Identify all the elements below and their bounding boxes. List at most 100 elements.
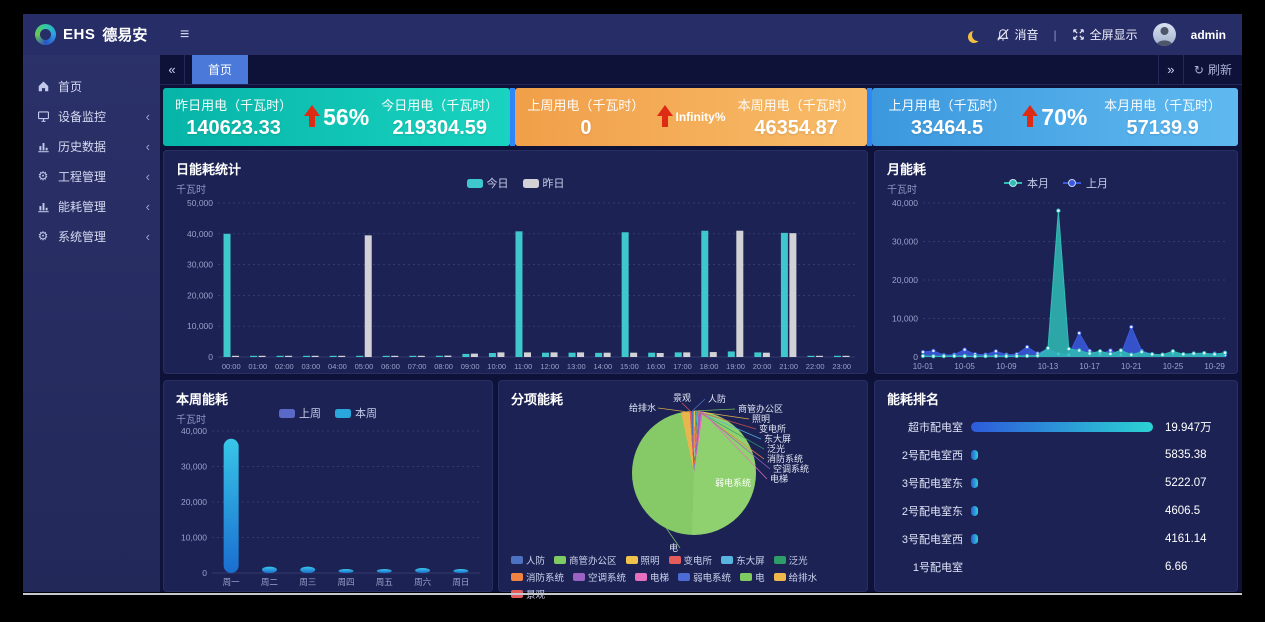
topbar-actions: 消音 | 全屏显示 adm: [969, 23, 1243, 46]
tabs-scroll-right-icon[interactable]: »: [1157, 55, 1183, 84]
fullscreen-button[interactable]: 全屏显示: [1072, 26, 1138, 43]
legend-label: 上周: [299, 408, 321, 420]
ranking-bar: [971, 422, 1153, 432]
sidebar-item-label: 首页: [58, 79, 83, 94]
monthly-area-chart: 0 10,000 20,000 30,000 40,000 10-01 10-05 10-09…: [892, 198, 1228, 371]
ranking-row: 2号配电室西 5835.38: [887, 441, 1227, 469]
kpi-label: 本周用电（千瓦时）: [737, 97, 855, 113]
svg-text:15:00: 15:00: [620, 362, 639, 371]
legend-swatch: [279, 408, 295, 418]
kpi-card-day: 昨日用电（千瓦时） 140623.33 56% 今日用电（千瓦时） 219304…: [163, 88, 511, 146]
svg-text:00:00: 00:00: [222, 362, 241, 371]
pie-label: 泛光: [767, 443, 785, 454]
svg-text:40,000: 40,000: [181, 426, 207, 436]
avatar[interactable]: [1152, 23, 1176, 46]
panel-daily-energy: 日能耗统计 千瓦时 今日 昨日 0 10,000 20,000 30,000 40,000…: [163, 150, 868, 374]
card-divider: [510, 88, 516, 146]
svg-text:0: 0: [208, 352, 213, 362]
sidebar-item-4[interactable]: 能耗管理 ‹: [23, 191, 160, 221]
legend-item[interactable]: 消防系统: [511, 570, 564, 584]
sidebar-item-0[interactable]: 首页: [23, 71, 160, 101]
legend-item[interactable]: 昨日: [522, 175, 565, 191]
legend-item[interactable]: 变电所: [668, 553, 713, 567]
legend-item[interactable]: 泛光: [773, 553, 808, 567]
sidebar-item-5[interactable]: ⚙ 系统管理 ‹: [23, 221, 160, 251]
trend-up-arrow-icon: [1022, 105, 1039, 129]
legend-label: 电梯: [650, 573, 670, 584]
sidebar-item-1[interactable]: 设备监控 ‹: [23, 101, 160, 131]
svg-text:0: 0: [913, 352, 918, 362]
svg-text:10,000: 10,000: [892, 314, 918, 324]
kpi-label: 今日用电（千瓦时）: [381, 97, 499, 113]
mute-button[interactable]: 消音: [996, 26, 1039, 43]
ranking-row: 1号配电室 6.66: [887, 553, 1227, 581]
legend-item[interactable]: 给排水: [773, 570, 817, 584]
pie-label: 变电所: [759, 423, 786, 434]
panel-title: 月能耗: [887, 162, 927, 177]
legend-item[interactable]: 人防: [511, 553, 545, 567]
legend-label: 消防系统: [526, 573, 565, 584]
legend-label: 弱电系统: [693, 573, 732, 584]
legend-label: 变电所: [683, 556, 713, 567]
legend-label: 人防: [526, 556, 546, 567]
ranking-row: 2号配电室东 4606.5: [887, 497, 1227, 525]
moon-icon[interactable]: [972, 29, 984, 41]
legend-item[interactable]: 电: [740, 570, 765, 584]
user-silhouette-icon: [1156, 27, 1173, 46]
axis-unit-label: 千瓦时: [176, 185, 206, 196]
sidebar-item-2[interactable]: 历史数据 ‹: [23, 131, 160, 161]
legend-item[interactable]: 照明: [625, 553, 660, 567]
ranking-label: 超市配电室: [908, 422, 963, 434]
refresh-button[interactable]: ↻ 刷新: [1182, 55, 1242, 84]
kpi-value: 46354.87: [754, 116, 838, 139]
legend-label: 空调系统: [588, 573, 627, 584]
legend-label: 照明: [640, 556, 660, 567]
tabs-scroll-left-icon[interactable]: «: [160, 55, 185, 84]
legend-item[interactable]: 电梯: [635, 570, 669, 584]
legend-item[interactable]: 空调系统: [573, 570, 626, 584]
sidebar-item-3[interactable]: ⚙ 工程管理 ‹: [23, 161, 160, 191]
chevron-left-icon: ‹: [145, 228, 150, 244]
ranking-label: 1号配电室: [912, 562, 963, 574]
bar-chart-icon: [36, 140, 50, 153]
legend-label: 东大屏: [736, 556, 765, 567]
menu-toggle-icon[interactable]: ≡: [180, 25, 190, 43]
tab-strip: « 首页 » ↻ 刷新: [160, 55, 1242, 85]
ranking-list: 超市配电室 19.947万 2号配电室西 5835.38 3号配电室东 5222.07 2号…: [887, 413, 1227, 581]
legend-swatch: [668, 556, 681, 564]
bell-slash-icon: [996, 28, 1009, 41]
svg-text:10:00: 10:00: [487, 362, 506, 371]
pie-label: 东大屏: [764, 433, 791, 444]
panel-title: 能耗排名: [887, 392, 940, 407]
svg-text:11:00: 11:00: [514, 362, 532, 371]
legend-item[interactable]: 景观: [511, 587, 545, 601]
legend-item[interactable]: 弱电系统: [678, 570, 731, 584]
username[interactable]: admin: [1190, 27, 1226, 42]
panel-title: 日能耗统计: [176, 162, 242, 177]
legend-swatch: [625, 556, 638, 564]
ranking-bar-track: [971, 534, 1153, 544]
legend-item[interactable]: 东大屏: [721, 553, 765, 567]
daily-bar-chart: 0 10,000 20,000 30,000 40,000 50,000 00:00 01:0…: [187, 198, 855, 371]
svg-text:周二: 周二: [261, 577, 279, 587]
legend-label: 电: [755, 573, 765, 584]
pie-label: 空调系统: [773, 463, 809, 474]
panel-monthly-energy: 月能耗 千瓦时 本月 上月 0 10,000 20,000 30,000 40,000 10…: [874, 150, 1238, 374]
kpi-card-week: 上周用电（千瓦时） 0 Infinity% 本周用电（千瓦时） 46354.87: [515, 88, 867, 146]
legend-item[interactable]: 上周: [279, 405, 321, 421]
device-monitor-icon: [36, 110, 50, 123]
legend-item[interactable]: 今日: [466, 175, 509, 191]
svg-text:20,000: 20,000: [187, 290, 213, 300]
svg-text:40,000: 40,000: [187, 229, 213, 239]
mute-label: 消音: [1014, 28, 1039, 42]
bar-chart-icon: [36, 200, 50, 213]
tab-home[interactable]: 首页: [192, 55, 249, 84]
chart-legend: 上周 本周: [164, 405, 492, 421]
brand: EHS 德易安: [23, 24, 160, 45]
legend-item[interactable]: 本月: [1004, 175, 1049, 191]
legend-item[interactable]: 上月: [1063, 175, 1108, 191]
legend-item[interactable]: 本周: [335, 405, 377, 421]
pie-label: 电梯: [770, 473, 788, 484]
ranking-label: 3号配电室西: [901, 534, 963, 546]
legend-item[interactable]: 商管办公区: [554, 553, 617, 567]
